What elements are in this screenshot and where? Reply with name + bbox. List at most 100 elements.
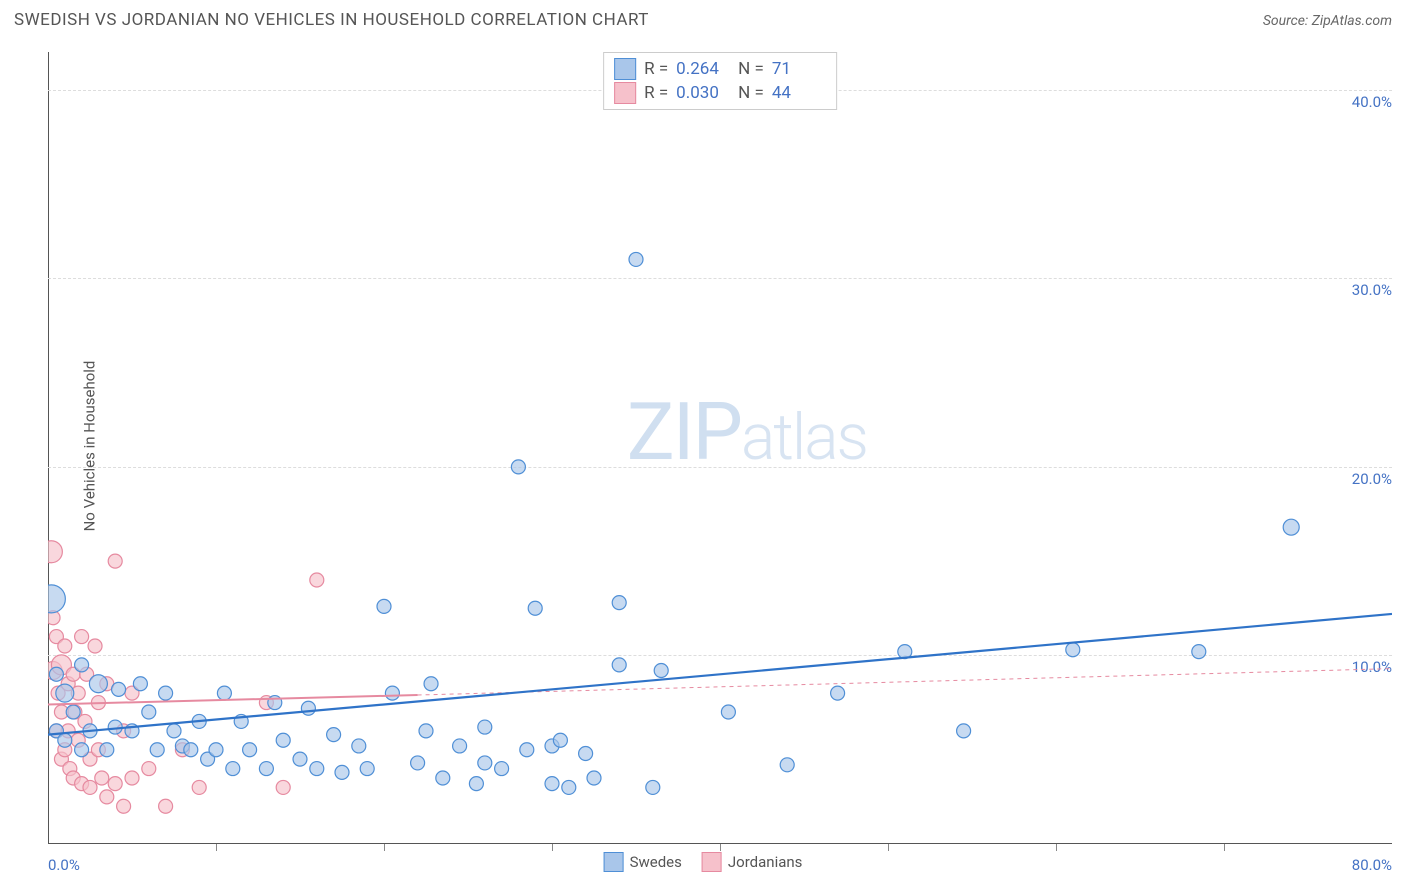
swatch-blue <box>614 58 636 80</box>
data-point <box>48 585 65 613</box>
scatter-svg <box>48 52 1392 844</box>
data-point <box>335 765 349 779</box>
plot-area: ZIPatlas R = 0.264 N = 71 R = 0.030 N = … <box>48 52 1392 844</box>
legend-item-jordanians: Jordanians <box>702 852 803 872</box>
swatch-pink <box>614 82 636 104</box>
data-point <box>327 728 341 742</box>
data-point <box>276 780 290 794</box>
data-point <box>377 599 391 613</box>
r-label: R = <box>644 59 668 79</box>
data-point <box>654 664 668 678</box>
data-point <box>579 746 593 760</box>
data-point <box>48 541 62 563</box>
data-point <box>89 675 107 693</box>
data-point <box>831 686 845 700</box>
data-point <box>95 771 109 785</box>
legend-label-swedes: Swedes <box>630 853 682 871</box>
source-label: Source: ZipAtlas.com <box>1263 13 1392 29</box>
stats-row-blue: R = 0.264 N = 71 <box>614 57 826 81</box>
legend-label-jordanians: Jordanians <box>728 853 803 871</box>
data-point <box>117 799 131 813</box>
data-point <box>108 777 122 791</box>
stats-legend: R = 0.264 N = 71 R = 0.030 N = 44 <box>603 52 837 110</box>
data-point <box>629 252 643 266</box>
data-point <box>159 799 173 813</box>
data-point <box>125 771 139 785</box>
data-point <box>310 762 324 776</box>
data-point <box>453 739 467 753</box>
data-point <box>495 762 509 776</box>
data-point <box>646 780 660 794</box>
n-value-blue: 71 <box>772 59 826 79</box>
data-point <box>192 780 206 794</box>
data-point <box>75 743 89 757</box>
data-point <box>310 573 324 587</box>
series-legend: Swedes Jordanians <box>604 852 803 872</box>
n-label: N = <box>738 83 764 103</box>
data-point <box>360 762 374 776</box>
data-point <box>545 777 559 791</box>
data-point <box>562 780 576 794</box>
n-value-pink: 44 <box>772 83 826 103</box>
x-tick <box>1056 844 1057 851</box>
data-point <box>1192 645 1206 659</box>
data-point <box>209 743 223 757</box>
data-point <box>75 630 89 644</box>
swatch-blue <box>604 852 624 872</box>
x-tick <box>888 844 889 851</box>
data-point <box>411 756 425 770</box>
data-point <box>58 639 72 653</box>
data-point <box>469 777 483 791</box>
data-point <box>478 720 492 734</box>
data-point <box>150 743 164 757</box>
data-point <box>511 460 525 474</box>
data-point <box>293 752 307 766</box>
data-point <box>385 686 399 700</box>
data-point <box>100 790 114 804</box>
data-point <box>108 554 122 568</box>
data-point <box>301 701 315 715</box>
data-point <box>58 733 72 747</box>
data-point <box>436 771 450 785</box>
data-point <box>612 596 626 610</box>
data-point <box>159 686 173 700</box>
data-point <box>612 658 626 672</box>
n-label: N = <box>738 59 764 79</box>
data-point <box>276 733 290 747</box>
data-point <box>352 739 366 753</box>
data-point <box>83 780 97 794</box>
data-point <box>167 724 181 738</box>
r-label: R = <box>644 83 668 103</box>
data-point <box>243 743 257 757</box>
data-point <box>587 771 601 785</box>
x-axis-max-label: 80.0% <box>1352 856 1392 874</box>
r-value-blue: 0.264 <box>676 59 730 79</box>
data-point <box>184 743 198 757</box>
data-point <box>553 733 567 747</box>
trend-line <box>418 669 1392 695</box>
data-point <box>478 756 492 770</box>
x-tick <box>552 844 553 851</box>
data-point <box>1283 519 1299 535</box>
legend-item-swedes: Swedes <box>604 852 682 872</box>
data-point <box>112 682 126 696</box>
data-point <box>142 762 156 776</box>
data-point <box>259 762 273 776</box>
data-point <box>1066 643 1080 657</box>
data-point <box>957 724 971 738</box>
x-tick <box>1224 844 1225 851</box>
stats-row-pink: R = 0.030 N = 44 <box>614 81 826 105</box>
data-point <box>217 686 231 700</box>
r-value-pink: 0.030 <box>676 83 730 103</box>
data-point <box>88 639 102 653</box>
data-point <box>133 677 147 691</box>
data-point <box>142 705 156 719</box>
trend-line <box>48 614 1392 735</box>
data-point <box>75 658 89 672</box>
x-tick <box>720 844 721 851</box>
swatch-pink <box>702 852 722 872</box>
data-point <box>520 743 534 757</box>
data-point <box>780 758 794 772</box>
data-point <box>419 724 433 738</box>
data-point <box>226 762 240 776</box>
